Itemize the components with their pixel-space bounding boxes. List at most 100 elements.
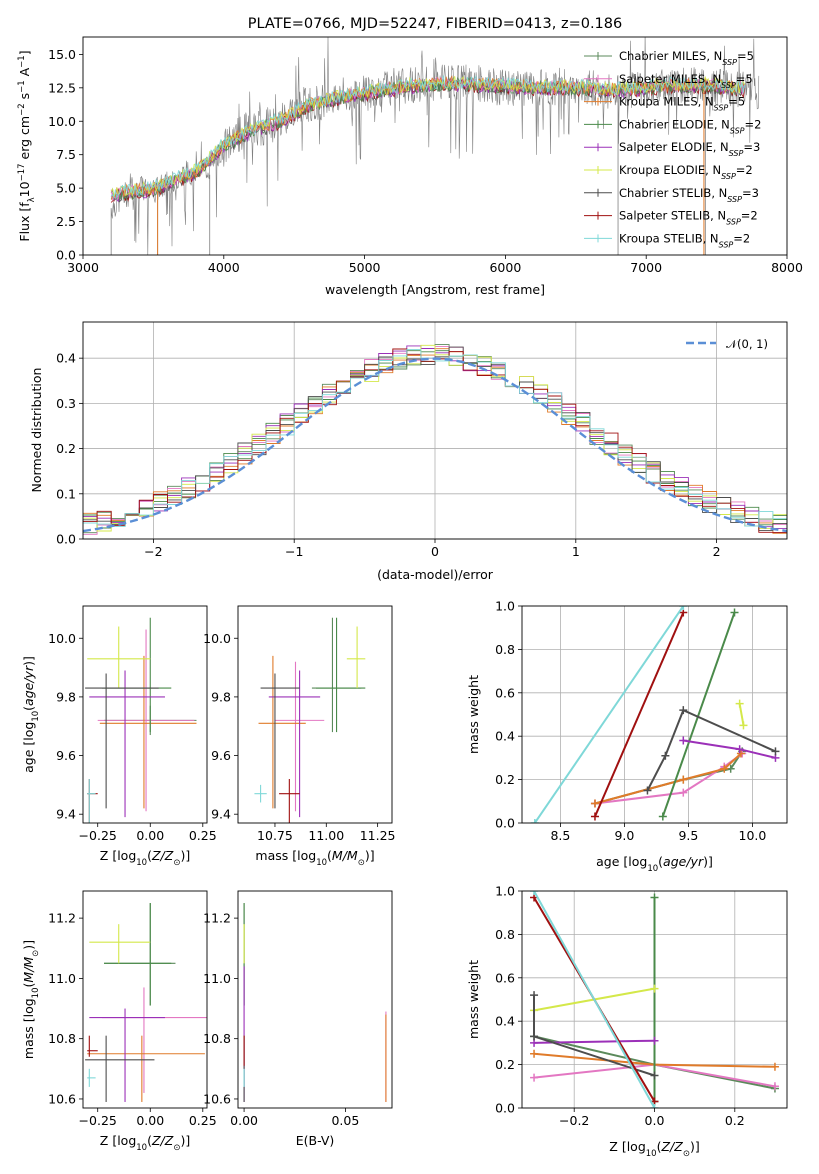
legend-label: Chabrier STELIB, NSSP=3 xyxy=(619,186,759,204)
weight-marker xyxy=(730,608,739,617)
weight-lines xyxy=(530,891,779,1108)
plot-area xyxy=(530,606,780,823)
data-point xyxy=(260,673,300,809)
weight-vs-Z-axes: −0.2 0.0 0.2 0.0 0.2 0.4 0.6 0.8 1.0 xyxy=(495,884,788,1128)
axes-frame xyxy=(237,890,393,1109)
x-tick-label: 5000 xyxy=(349,260,381,275)
data-point xyxy=(87,626,151,689)
weight-marker xyxy=(530,891,539,895)
axes-frame xyxy=(237,605,393,824)
y-tick-label: 10.8 xyxy=(48,1031,76,1046)
x-tick-label: 11.25 xyxy=(360,828,396,843)
weight-series xyxy=(530,606,688,823)
data-point xyxy=(97,629,195,812)
data-point xyxy=(101,617,172,733)
y-tick-label: 11.0 xyxy=(48,971,76,986)
weight-line xyxy=(683,739,776,759)
residual-axes: −2 −1 0 1 2 0.0 0.1 0.2 0.3 0.4 xyxy=(56,321,788,559)
x-tick-label: 0.25 xyxy=(189,1113,217,1128)
x-tick-label: 0.05 xyxy=(331,1113,359,1128)
x-tick-label: 0.2 xyxy=(725,1113,745,1128)
y-tick-label: 0.0 xyxy=(56,248,76,263)
mass-vs-EBV-axes: 0.00 0.05 10.6 10.8 11.0 11.2 xyxy=(203,890,393,1128)
y-tick-label: 0.4 xyxy=(495,729,515,744)
y-tick-label: 10.0 xyxy=(203,631,231,646)
plot-area xyxy=(83,344,787,539)
y-tick-label: 2.5 xyxy=(56,214,76,229)
data-point xyxy=(89,670,165,818)
legend-label: Chabrier ELODIE, NSSP=2 xyxy=(619,117,761,135)
y-tick-label: 0.2 xyxy=(56,441,76,456)
legend-label: Kroupa ELODIE, NSSP=2 xyxy=(619,163,753,181)
weight-marker xyxy=(679,706,688,715)
y-tick-label: 9.4 xyxy=(56,807,76,822)
plot-area xyxy=(85,617,197,823)
weight-marker xyxy=(739,721,748,730)
x-tick-label: 1 xyxy=(572,544,580,559)
weight-lines xyxy=(530,606,780,823)
y-tick-label: 10.6 xyxy=(203,1091,231,1106)
x-tick-label: 0.00 xyxy=(136,1113,164,1128)
weight-line xyxy=(533,891,656,1108)
age-vs-Z-axes: −0.25 0.00 0.25 9.4 9.6 9.8 10.0 xyxy=(48,605,217,843)
chart-title: PLATE=0766, MJD=52247, FIBERID=0413, z=0… xyxy=(248,16,622,32)
legend-label: Salpeter STELIB, NSSP=2 xyxy=(619,209,758,227)
x-axis-label: Z [log10(Z/Z⊙)] xyxy=(100,1133,190,1153)
y-tick-label: 0.8 xyxy=(495,927,515,942)
x-tick-label: 6000 xyxy=(489,260,521,275)
y-tick-label: 15.0 xyxy=(48,47,76,62)
x-tick-label: −0.2 xyxy=(559,1113,589,1128)
data-point xyxy=(87,1068,96,1087)
weight-series xyxy=(679,736,780,762)
weight-line xyxy=(594,752,743,805)
error-bars xyxy=(254,617,366,823)
x-tick-label: 10.0 xyxy=(739,828,767,843)
data-point xyxy=(99,655,197,809)
weight-marker xyxy=(679,775,688,784)
weight-marker xyxy=(530,1073,539,1082)
weight-marker xyxy=(679,788,688,797)
weight-marker xyxy=(530,1032,539,1041)
data-point xyxy=(101,987,207,1093)
weight-line xyxy=(533,606,685,823)
plot-area xyxy=(254,617,366,823)
legend-label: Kroupa MILES, NSSP=5 xyxy=(619,95,745,113)
weight-series xyxy=(735,699,748,730)
weight-marker xyxy=(590,799,599,808)
axes-frame xyxy=(82,36,788,256)
x-axis-label: Z [log10(Z/Z⊙)] xyxy=(609,1139,699,1159)
weight-line xyxy=(646,708,776,791)
y-tick-label: 0.8 xyxy=(495,642,515,657)
weight-marker xyxy=(643,786,652,795)
y-tick-label: 0.2 xyxy=(495,772,515,787)
weight-marker xyxy=(650,1071,659,1080)
data-point xyxy=(104,903,172,1006)
weight-marker xyxy=(735,745,744,754)
weight-marker xyxy=(530,819,539,823)
x-tick-label: −0.25 xyxy=(79,1113,117,1128)
weight-marker xyxy=(679,736,688,745)
y-tick-label: 1.0 xyxy=(495,884,515,899)
y-tick-label: 10.6 xyxy=(48,1091,76,1106)
weight-marker xyxy=(590,812,599,821)
data-point xyxy=(258,655,306,809)
error-bars xyxy=(85,617,197,823)
axes-frame xyxy=(521,605,788,824)
model-spectrum xyxy=(110,79,746,203)
x-tick-label: 2 xyxy=(713,544,721,559)
y-tick-label: 10.8 xyxy=(203,1031,231,1046)
model-spectrum xyxy=(110,74,746,200)
weight-marker xyxy=(661,751,670,760)
y-axis-label: age [log10(age/yr)] xyxy=(21,656,41,773)
y-tick-label: 0.6 xyxy=(495,970,515,985)
y-axis-label: mass weight xyxy=(466,675,481,754)
mass-vs-Z-axes: −0.25 0.00 0.25 10.6 10.8 11.0 11.2 xyxy=(48,890,217,1128)
x-axis-label: mass [log10(M/M⊙)] xyxy=(255,848,374,868)
residual-histogram xyxy=(83,346,787,538)
y-tick-label: 5.0 xyxy=(56,181,76,196)
weight-marker xyxy=(771,747,780,756)
y-tick-label: 0.0 xyxy=(56,532,76,547)
x-tick-label: 8.5 xyxy=(550,828,570,843)
data-point xyxy=(89,924,151,964)
y-tick-label: 0.3 xyxy=(56,396,76,411)
